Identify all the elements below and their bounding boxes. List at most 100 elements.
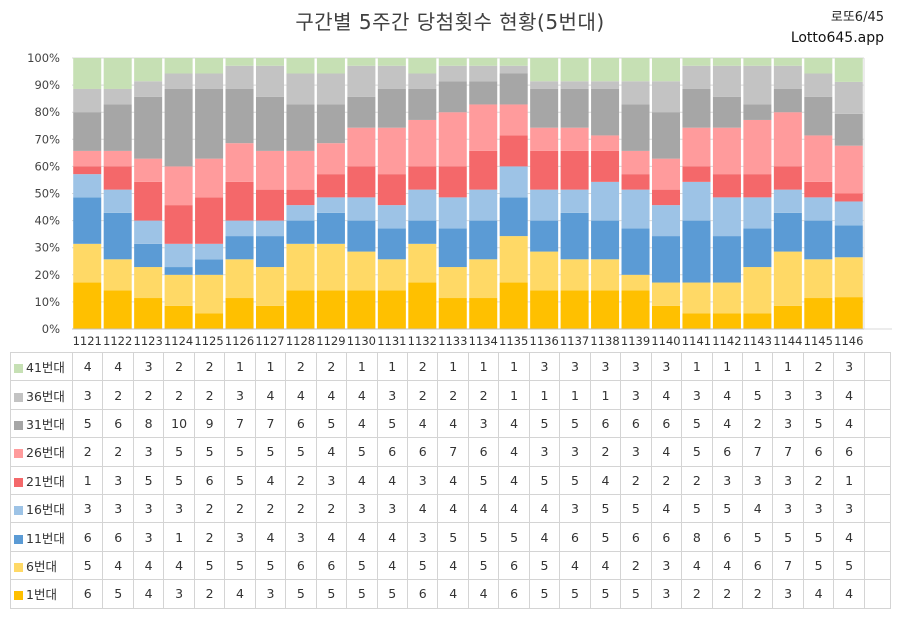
table-cell: 3 bbox=[589, 351, 622, 382]
table-cell: 5 bbox=[163, 437, 195, 467]
series-label-cell: 6번대 bbox=[10, 550, 73, 581]
bar-segment bbox=[438, 197, 467, 229]
bar-segment bbox=[347, 197, 376, 221]
table-cell: 3 bbox=[254, 579, 287, 609]
bar-segment bbox=[712, 313, 741, 329]
bar-segment bbox=[316, 212, 345, 244]
table-cell: 5 bbox=[285, 579, 317, 609]
table-cell: 3 bbox=[132, 493, 165, 524]
table-cell: 4 bbox=[833, 579, 865, 609]
table-cell: 3 bbox=[346, 493, 378, 524]
bar-segment bbox=[773, 251, 802, 306]
table-cell: 3 bbox=[528, 351, 561, 382]
table-cell: 6 bbox=[620, 408, 652, 439]
table-cell: 5 bbox=[102, 579, 134, 609]
bar-segment bbox=[164, 58, 193, 74]
bar-segment bbox=[651, 112, 681, 159]
table-cell: 3 bbox=[71, 380, 104, 410]
table-cell: 2 bbox=[285, 493, 317, 524]
table-cell: 6 bbox=[620, 522, 652, 552]
table-cell: 5 bbox=[224, 437, 256, 467]
bar-segment bbox=[164, 243, 193, 268]
bar-segment bbox=[651, 158, 681, 190]
table-cell: 4 bbox=[224, 579, 256, 609]
table-cell: 1 bbox=[71, 465, 104, 495]
table-cell: 3 bbox=[772, 408, 804, 439]
table-cell: 3 bbox=[559, 437, 591, 467]
table-cell: 1 bbox=[498, 351, 530, 382]
bar-segment bbox=[591, 220, 620, 260]
bar-segment bbox=[225, 181, 254, 221]
bar-segment bbox=[712, 96, 741, 128]
bar-segment bbox=[134, 181, 163, 221]
bar-segment bbox=[469, 150, 498, 190]
bar-segment bbox=[103, 88, 132, 105]
table-cell: 3 bbox=[559, 351, 591, 382]
series-name: 1번대 bbox=[26, 587, 57, 603]
bar-segment bbox=[743, 119, 772, 175]
table-cell: 6 bbox=[498, 550, 530, 581]
bar-segment bbox=[377, 205, 406, 229]
x-tick-label: 1122 bbox=[103, 334, 132, 348]
bar-segment bbox=[408, 243, 437, 283]
y-tick-label: 60% bbox=[34, 159, 60, 173]
bar-segment bbox=[682, 313, 711, 329]
brand-block: 로또6/45 Lotto645.app bbox=[791, 8, 884, 48]
brand-lotto-label: 로또6/45 bbox=[830, 10, 884, 25]
table-cell: 5 bbox=[589, 522, 622, 552]
table-cell: 2 bbox=[254, 493, 287, 524]
table-cell: 2 bbox=[163, 351, 195, 382]
table-cell: 2 bbox=[224, 493, 256, 524]
table-cell: 2 bbox=[589, 437, 622, 467]
table-cell: 5 bbox=[346, 550, 378, 581]
bar-segment bbox=[651, 189, 681, 206]
bar-segment bbox=[804, 181, 833, 198]
bar-segment bbox=[73, 174, 102, 198]
bar-segment bbox=[834, 201, 863, 226]
table-empty-cell bbox=[863, 437, 891, 467]
bar-segment bbox=[773, 166, 802, 190]
table-cell: 2 bbox=[802, 465, 835, 495]
x-tick-label: 1127 bbox=[255, 334, 284, 348]
table-cell: 3 bbox=[467, 408, 500, 439]
x-tick-label: 1146 bbox=[834, 334, 863, 348]
bar-segment bbox=[743, 58, 772, 66]
bar-segment bbox=[255, 65, 285, 97]
bar-segment bbox=[195, 274, 224, 314]
table-cell: 6 bbox=[285, 408, 317, 439]
table-cell: 7 bbox=[772, 437, 804, 467]
x-tick-label: 1131 bbox=[377, 334, 406, 348]
bar-segment bbox=[255, 150, 285, 190]
table-cell: 5 bbox=[132, 465, 165, 495]
table-cell: 4 bbox=[681, 550, 713, 581]
bar-segment bbox=[499, 58, 528, 66]
table-cell: 5 bbox=[559, 465, 591, 495]
table-cell: 1 bbox=[254, 351, 287, 382]
table-cell: 3 bbox=[650, 550, 683, 581]
table-cell: 5 bbox=[528, 579, 561, 609]
table-cell: 4 bbox=[406, 408, 439, 439]
bar-segment bbox=[591, 81, 620, 89]
table-cell: 4 bbox=[71, 351, 104, 382]
table-cell: 4 bbox=[437, 408, 469, 439]
bar-segment bbox=[804, 197, 833, 221]
bar-segment bbox=[651, 205, 681, 237]
table-cell: 4 bbox=[132, 550, 165, 581]
bar-segment bbox=[377, 127, 406, 175]
table-cell: 3 bbox=[772, 380, 804, 410]
table-cell: 4 bbox=[376, 465, 408, 495]
bar-segment bbox=[804, 73, 833, 97]
bar-segment bbox=[377, 259, 406, 291]
bar-segment bbox=[73, 88, 102, 113]
legend-swatch bbox=[14, 364, 23, 374]
table-cell: 5 bbox=[193, 550, 226, 581]
bar-segment bbox=[469, 65, 498, 82]
table-cell: 2 bbox=[681, 465, 713, 495]
series-label-cell: 26번대 bbox=[10, 437, 73, 467]
table-cell: 3 bbox=[620, 437, 652, 467]
bar-segment bbox=[834, 58, 863, 82]
table-cell: 5 bbox=[528, 465, 561, 495]
bar-segment bbox=[164, 88, 193, 167]
table-cell: 4 bbox=[802, 579, 835, 609]
legend-swatch bbox=[14, 534, 23, 544]
